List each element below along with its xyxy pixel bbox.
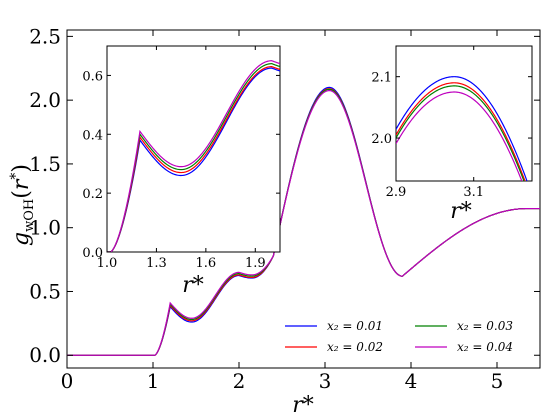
- y-tick-label: 0.6: [82, 69, 103, 84]
- inset-left-ticks: 1.0 1.3 1.6 1.9 0.0 0.2 0.4 0.6: [82, 46, 280, 271]
- y-tick-label: 2.0: [29, 88, 61, 112]
- series-line-4: [67, 89, 540, 356]
- x-tick-label: 3: [319, 369, 332, 393]
- series-line-2: [396, 82, 526, 181]
- y-tick-label: 2.5: [29, 24, 61, 48]
- main-plot-ticks: 0 1 2 3 4 5 0.0 0.5 1.0 1.5 2.0 2.5: [29, 24, 540, 393]
- inset-right-curves: [396, 76, 528, 181]
- inset-left-curves: [107, 60, 280, 252]
- y-tick-label: 1.0: [29, 216, 61, 240]
- x-tick-label: 2.9: [386, 185, 407, 200]
- y-axis-label: gwOH(r*): [8, 164, 37, 246]
- inset-left-x-label: r*: [182, 273, 204, 298]
- x-tick-label: 1.3: [146, 256, 167, 271]
- legend: x₂ = 0.01 x₂ = 0.02 x₂ = 0.03 x₂ = 0.04: [285, 319, 513, 354]
- x-tick-label: 4: [405, 369, 418, 393]
- legend-label: x₂ = 0.04: [457, 340, 513, 354]
- legend-label: x₂ = 0.01: [327, 319, 383, 333]
- main-plot-frame: [66, 29, 541, 369]
- main-plot-curves: [67, 86, 540, 356]
- inset-right-ticks: 2.9 3.1 2.0 2.1: [371, 46, 532, 200]
- x-tick-label: 1.9: [245, 256, 266, 271]
- y-tick-label: 0.5: [29, 279, 61, 303]
- inset-right-x-label: r*: [450, 199, 472, 224]
- series-line-1: [396, 76, 528, 181]
- series-line-4: [107, 60, 280, 252]
- x-tick-label: 1.0: [97, 256, 118, 271]
- legend-label: x₂ = 0.02: [327, 340, 383, 354]
- series-line-4: [396, 91, 523, 181]
- y-tick-label: 0.4: [82, 128, 103, 143]
- inset-right-frame: [395, 45, 533, 182]
- x-tick-label: 2: [233, 369, 246, 393]
- x-tick-label: 3.1: [463, 185, 484, 200]
- x-tick-label: 1.6: [196, 256, 217, 271]
- y-tick-label: 2.0: [371, 132, 392, 147]
- y-tick-label: 0.2: [82, 187, 103, 202]
- y-tick-label: 2.1: [371, 71, 392, 86]
- x-tick-label: 1: [147, 369, 160, 393]
- legend-label: x₂ = 0.03: [457, 319, 513, 333]
- y-tick-label: 1.5: [29, 152, 61, 176]
- y-tick-label: 0.0: [29, 343, 61, 367]
- x-tick-label: 0: [61, 369, 74, 393]
- x-tick-label: 5: [491, 369, 504, 393]
- y-tick-label: 0.0: [82, 246, 103, 261]
- x-axis-label: r*: [292, 393, 314, 418]
- series-line-3: [396, 85, 525, 181]
